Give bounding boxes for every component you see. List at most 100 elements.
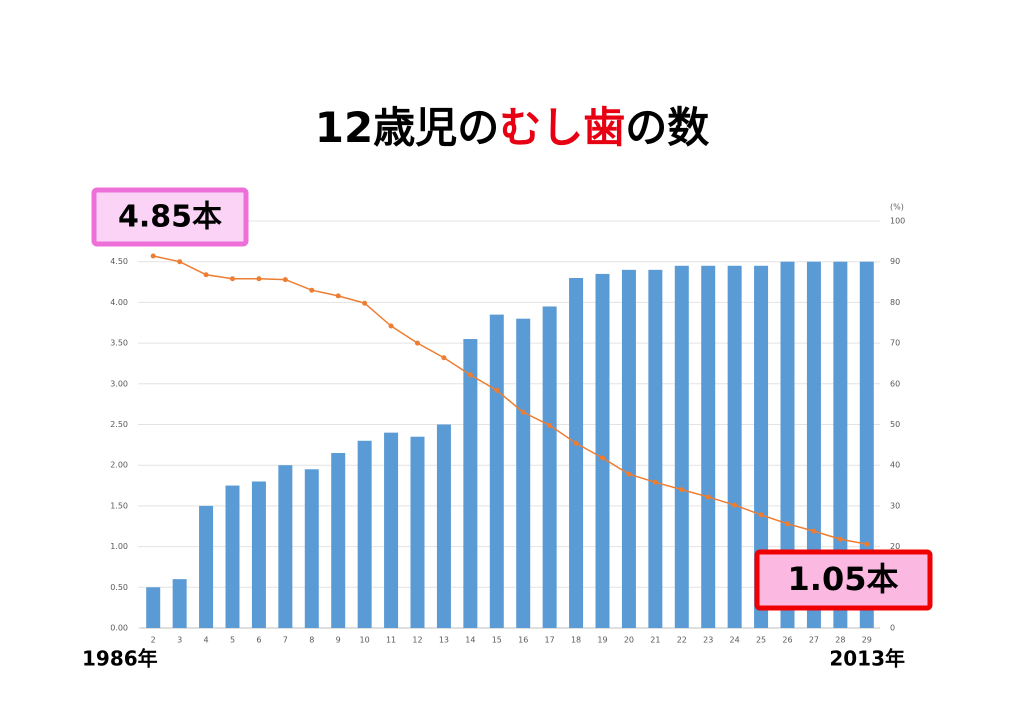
bar xyxy=(621,269,636,628)
title-part: むし歯 xyxy=(499,103,625,152)
x-tick-label: 6 xyxy=(256,636,261,645)
x-tick-label: 7 xyxy=(283,636,288,645)
bar xyxy=(701,265,716,628)
bar xyxy=(251,481,266,628)
y-tick-label: 3.50 xyxy=(110,339,128,348)
x-tick-label: 23 xyxy=(703,636,713,645)
y2-tick-label: 40 xyxy=(890,461,900,470)
line-point xyxy=(705,494,711,500)
y2-tick-label: 30 xyxy=(890,501,900,510)
x-tick-label: 17 xyxy=(545,636,555,645)
y-tick-label: 3.00 xyxy=(110,379,128,388)
x-tick-label: 13 xyxy=(439,636,449,645)
line-point xyxy=(547,422,553,428)
y2-tick-label: 100 xyxy=(890,217,905,226)
y-tick-label: 2.00 xyxy=(110,461,128,470)
line-point xyxy=(177,259,183,265)
bar xyxy=(859,261,874,628)
line-point xyxy=(520,409,526,415)
bar xyxy=(199,505,214,628)
line-point xyxy=(362,300,368,306)
line-point xyxy=(652,479,658,485)
bar xyxy=(225,485,240,628)
end-annotation-box xyxy=(754,549,933,611)
y-tick-label: 4.50 xyxy=(110,257,128,266)
line-point xyxy=(785,521,790,527)
x-tick-label: 15 xyxy=(492,636,502,645)
x-tick-label: 27 xyxy=(809,636,819,645)
end-annotation: 1.05本 xyxy=(788,560,899,598)
end-year: 2013年 xyxy=(829,647,905,671)
x-tick-label: 21 xyxy=(650,636,660,645)
line-point xyxy=(758,512,764,518)
y-tick-label: 2.50 xyxy=(110,420,128,429)
x-tick-label: 16 xyxy=(518,636,528,645)
bar xyxy=(516,318,531,628)
y-tick-label: 0.00 xyxy=(110,624,128,633)
bar xyxy=(146,587,161,628)
line-point xyxy=(388,323,394,329)
bar xyxy=(304,469,319,628)
line-point xyxy=(494,387,500,393)
x-tick-label: 19 xyxy=(597,636,607,645)
bar xyxy=(436,424,451,628)
x-tick-label: 10 xyxy=(360,636,370,645)
bar xyxy=(569,277,584,628)
line-point xyxy=(150,253,156,259)
line-point xyxy=(230,276,235,282)
line-point xyxy=(600,455,605,461)
x-tick-label: 12 xyxy=(412,636,422,645)
x-tick-label: 22 xyxy=(677,636,687,645)
x-tick-label: 25 xyxy=(756,636,766,645)
line-point xyxy=(864,541,870,547)
bar xyxy=(384,432,399,628)
line-point xyxy=(837,536,843,542)
y-tick-label: 1.00 xyxy=(110,542,128,551)
line-point xyxy=(309,287,315,293)
x-tick-label: 18 xyxy=(571,636,581,645)
line-point xyxy=(203,272,209,278)
line-point xyxy=(732,502,738,508)
y2-tick-label: 60 xyxy=(890,379,900,388)
bar xyxy=(727,265,742,628)
line xyxy=(153,255,867,545)
line-point xyxy=(679,487,685,493)
bar xyxy=(463,339,478,628)
bar xyxy=(278,465,293,628)
title-part: の数 xyxy=(625,103,709,152)
bar xyxy=(595,273,610,628)
bar xyxy=(489,314,504,628)
x-tick-label: 11 xyxy=(386,636,396,645)
y2-tick-label: 70 xyxy=(890,339,900,348)
line-point xyxy=(573,440,579,446)
y2-tick-label: 90 xyxy=(890,257,900,266)
x-tick-label: 2 xyxy=(151,636,156,645)
x-tick-label: 20 xyxy=(624,636,634,645)
line-point xyxy=(335,293,341,299)
x-tick-label: 26 xyxy=(782,636,792,645)
bar xyxy=(357,440,372,628)
bar xyxy=(674,265,689,628)
x-tick-label: 24 xyxy=(730,636,740,645)
bar xyxy=(648,269,663,628)
y-tick-label: 1.50 xyxy=(110,501,128,510)
x-tick-label: 3 xyxy=(177,636,182,645)
title-part: 12歳児の xyxy=(315,103,499,152)
x-tick-label: 29 xyxy=(862,636,872,645)
start-annotation: 4.85本 xyxy=(118,200,222,235)
x-tick-label: 4 xyxy=(204,636,209,645)
y2-tick-label: 20 xyxy=(890,542,900,551)
line-point xyxy=(811,528,817,534)
x-tick-label: 28 xyxy=(835,636,845,645)
y2-tick-label: 80 xyxy=(890,298,900,307)
line-point xyxy=(415,340,420,346)
y-tick-label: 0.50 xyxy=(110,583,128,592)
bar xyxy=(806,261,821,628)
line-point xyxy=(256,276,262,282)
start-year: 1986年 xyxy=(82,647,158,671)
x-tick-label: 8 xyxy=(309,636,314,645)
start-annotation-box xyxy=(91,187,249,247)
x-tick-label: 5 xyxy=(230,636,235,645)
y-tick-label: 4.00 xyxy=(110,298,128,307)
